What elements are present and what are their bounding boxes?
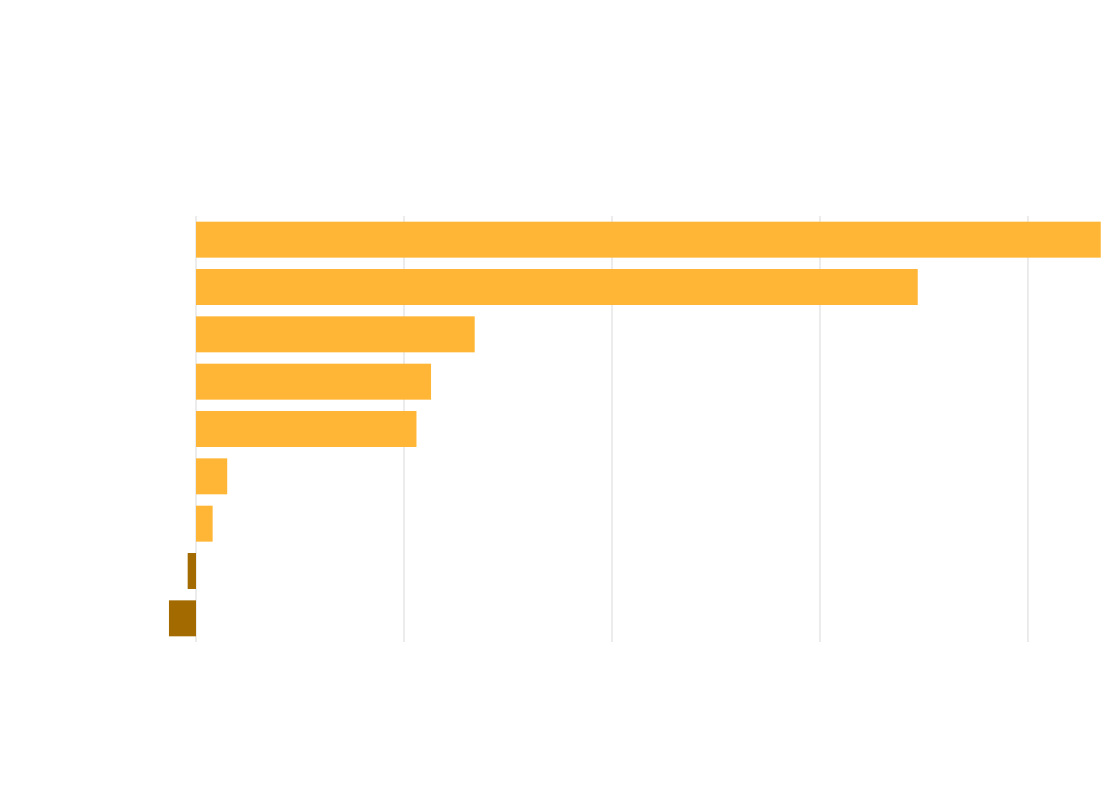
bar [168, 600, 196, 637]
bar [195, 505, 213, 542]
bar [195, 316, 475, 353]
bar [195, 269, 918, 305]
bar [195, 363, 432, 400]
bar [195, 458, 228, 495]
bar [195, 221, 1101, 258]
bar [187, 553, 196, 589]
bar [195, 411, 417, 447]
